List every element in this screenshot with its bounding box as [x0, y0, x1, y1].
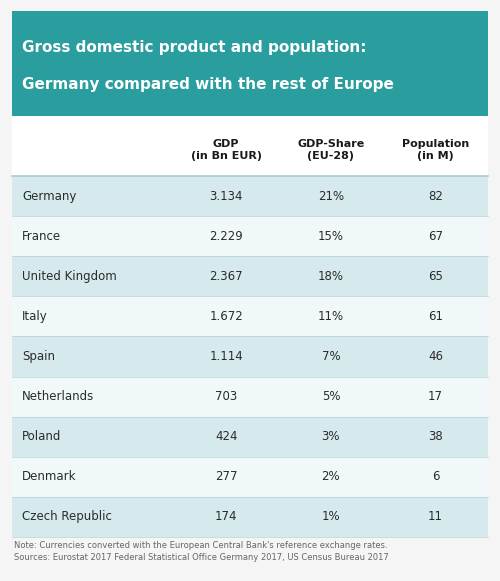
Bar — [12, 296, 488, 336]
Text: Gross domestic product and population:: Gross domestic product and population: — [22, 40, 366, 55]
Text: 65: 65 — [428, 270, 443, 283]
Text: 1.672: 1.672 — [210, 310, 243, 323]
Bar — [12, 256, 488, 296]
Text: 5%: 5% — [322, 390, 340, 403]
Bar — [12, 11, 488, 116]
Text: 2.367: 2.367 — [210, 270, 243, 283]
Text: Denmark: Denmark — [22, 471, 76, 483]
Bar — [12, 497, 488, 537]
Text: 61: 61 — [428, 310, 443, 323]
Bar — [12, 176, 488, 216]
Bar — [12, 417, 488, 457]
Text: Czech Republic: Czech Republic — [22, 511, 112, 523]
Text: Poland: Poland — [22, 430, 62, 443]
Text: 15%: 15% — [318, 229, 344, 243]
Text: Italy: Italy — [22, 310, 48, 323]
Bar — [12, 216, 488, 256]
Text: 424: 424 — [215, 430, 238, 443]
Text: Population
(in M): Population (in M) — [402, 139, 469, 161]
Text: United Kingdom: United Kingdom — [22, 270, 117, 283]
Text: GDP
(in Bn EUR): GDP (in Bn EUR) — [190, 139, 262, 161]
Text: Germany: Germany — [22, 189, 76, 203]
Text: 1%: 1% — [322, 511, 340, 523]
Text: Note: Currencies converted with the European Central Bank's reference exchange r: Note: Currencies converted with the Euro… — [14, 541, 389, 562]
Text: 46: 46 — [428, 350, 443, 363]
Text: 18%: 18% — [318, 270, 344, 283]
Text: 82: 82 — [428, 189, 443, 203]
Text: 1.114: 1.114 — [210, 350, 243, 363]
Text: 2%: 2% — [322, 471, 340, 483]
Bar — [12, 124, 488, 176]
Text: 38: 38 — [428, 430, 443, 443]
Text: 3.134: 3.134 — [210, 189, 243, 203]
Text: 3%: 3% — [322, 430, 340, 443]
Bar — [12, 376, 488, 417]
Text: Netherlands: Netherlands — [22, 390, 94, 403]
Text: 17: 17 — [428, 390, 443, 403]
Text: France: France — [22, 229, 61, 243]
Text: 21%: 21% — [318, 189, 344, 203]
Bar — [12, 336, 488, 376]
Text: 11: 11 — [428, 511, 443, 523]
Text: GDP-Share
(EU-28): GDP-Share (EU-28) — [298, 139, 364, 161]
Text: 703: 703 — [215, 390, 238, 403]
Text: 6: 6 — [432, 471, 440, 483]
Text: Spain: Spain — [22, 350, 55, 363]
Text: 277: 277 — [215, 471, 238, 483]
Text: 174: 174 — [215, 511, 238, 523]
Bar — [12, 457, 488, 497]
Text: Germany compared with the rest of Europe: Germany compared with the rest of Europe — [22, 77, 394, 92]
Text: 2.229: 2.229 — [210, 229, 243, 243]
Text: 7%: 7% — [322, 350, 340, 363]
Text: 11%: 11% — [318, 310, 344, 323]
Text: 67: 67 — [428, 229, 443, 243]
